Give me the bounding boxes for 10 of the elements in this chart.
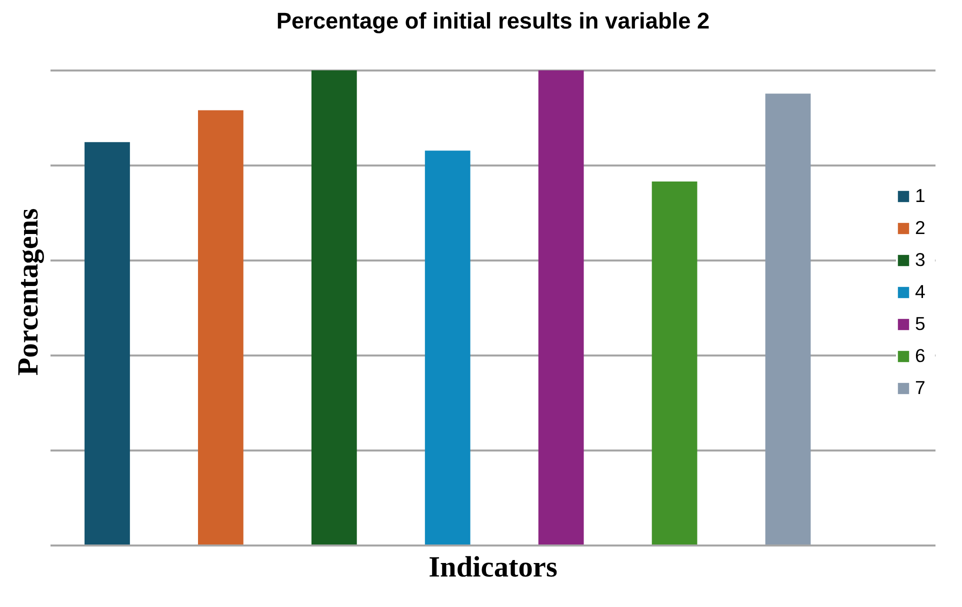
legend-label: 2 [915, 216, 926, 238]
y-axis-title: Porcentagens [12, 208, 44, 376]
chart-title: Percentage of initial results in variable 2 [276, 8, 710, 34]
legend-label: 5 [915, 312, 926, 334]
legend-label: 3 [915, 248, 926, 270]
legend-label: 7 [915, 376, 926, 398]
legend-label: 6 [915, 344, 926, 366]
legend-label: 1 [915, 184, 926, 206]
x-axis-title: Indicators [428, 552, 558, 584]
legend-label: 4 [915, 280, 926, 302]
